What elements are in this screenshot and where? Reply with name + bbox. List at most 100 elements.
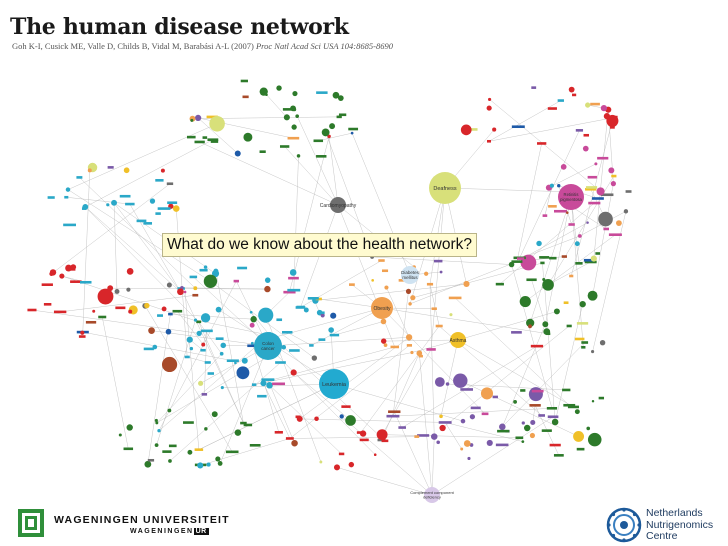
network-node [528,324,532,329]
network-node [445,382,450,386]
network-node [199,268,208,272]
network-node [47,196,55,199]
network-node [213,268,219,274]
network-node [594,162,598,166]
network-node [243,423,253,427]
network-node [515,436,524,440]
network-node [318,338,326,341]
network-node [528,387,543,402]
disease-hub-node [254,332,282,360]
network-edge [184,291,200,450]
network-edge [156,347,284,424]
network-node [193,286,198,291]
network-node [567,405,579,409]
network-node [200,329,213,333]
network-node [207,372,215,375]
network-node [198,380,204,386]
network-node [165,328,172,335]
network-edge [547,261,591,286]
network-edge [113,202,118,292]
network-edge [187,356,208,363]
network-edge [267,337,410,347]
network-node [467,456,471,460]
network-node [542,285,547,289]
network-node [574,337,585,341]
network-edge [158,281,237,431]
network-edge [198,383,335,450]
network-node [516,257,525,260]
network-node [530,344,544,348]
network-node [596,187,605,196]
network-node [531,86,537,89]
network-node [123,167,130,174]
network-node [264,277,271,283]
network-node [547,415,559,419]
network-node [154,443,159,447]
network-node [257,394,267,398]
network-node [206,115,218,119]
network-edge [447,383,567,391]
network-node [548,205,557,208]
network-node [321,128,330,137]
network-node [275,361,286,364]
network-node [549,443,561,447]
network-node [211,411,218,418]
network-node [292,90,298,97]
network-edge [82,170,90,333]
network-node [597,156,609,160]
network-node [337,95,344,102]
network-node [526,318,535,328]
network-node [143,222,153,225]
network-node [460,124,472,136]
network-node [590,255,597,262]
disease-hub-label: Deafness [433,186,456,192]
network-node [431,307,437,311]
network-node [469,443,474,447]
network-node [436,440,440,445]
network-node [576,447,585,451]
network-edge [457,311,557,341]
network-node [287,136,300,140]
network-node [405,288,412,294]
network-edge [102,316,129,449]
network-node [460,418,466,424]
network-node [283,114,290,121]
network-node [143,347,154,351]
network-node [203,274,218,288]
network-node [204,361,211,364]
network-node [206,462,211,467]
network-node [123,447,134,451]
network-node [383,343,388,348]
network-node [157,314,163,317]
network-edge [392,291,409,417]
network-edge [85,206,181,292]
network-node [521,440,525,443]
network-node [303,307,309,313]
network-node [186,336,193,343]
network-node [468,128,478,131]
network-node [426,348,436,351]
network-node [194,114,202,122]
network-node [313,139,324,143]
network-node [410,350,414,355]
network-node [591,350,595,354]
network-node [529,432,536,439]
network-node [207,138,219,141]
network-node [575,262,583,265]
network-node [543,328,551,336]
network-node-labels: Deafness Cardiomyopathy Diabetes mellitus Ob… [261,186,582,500]
disease-hub-label: Retinitis pigmentosa [560,192,582,202]
network-node [317,311,325,315]
network-edge [341,416,433,496]
network-node [540,261,545,265]
network-node [276,318,283,322]
network-edge [502,342,585,427]
network-node [309,344,314,347]
network-node [435,324,443,328]
network-edge [430,187,446,350]
network-node [439,424,446,432]
network-node [285,437,294,440]
network-node [424,271,429,276]
network-node [386,414,400,418]
